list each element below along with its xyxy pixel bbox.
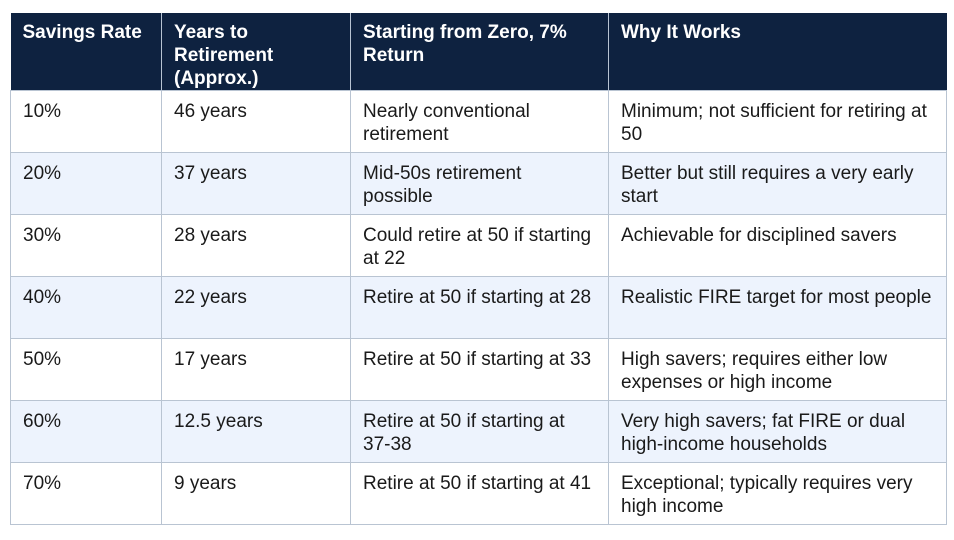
table-row: 30% 28 years Could retire at 50 if start…: [10, 214, 947, 277]
cell-starting-from-zero: Mid-50s retirement possible: [350, 152, 609, 215]
table-row: 60% 12.5 years Retire at 50 if starting …: [10, 400, 947, 463]
cell-savings-rate: 70%: [10, 462, 162, 525]
cell-why-it-works: Achievable for disciplined savers: [608, 214, 947, 277]
cell-years: 46 years: [161, 90, 351, 153]
cell-savings-rate: 10%: [10, 90, 162, 153]
header-years-to-retirement: Years to Retirement (Approx.): [161, 13, 351, 91]
cell-starting-from-zero: Retire at 50 if starting at 41: [350, 462, 609, 525]
cell-years: 22 years: [161, 276, 351, 339]
table-row: 40% 22 years Retire at 50 if starting at…: [10, 276, 947, 339]
cell-years: 12.5 years: [161, 400, 351, 463]
header-why-it-works: Why It Works: [608, 13, 947, 91]
table-body: 10% 46 years Nearly conventional retirem…: [10, 90, 947, 525]
cell-savings-rate: 30%: [10, 214, 162, 277]
cell-starting-from-zero: Retire at 50 if starting at 28: [350, 276, 609, 339]
cell-starting-from-zero: Retire at 50 if starting at 37-38: [350, 400, 609, 463]
cell-savings-rate: 60%: [10, 400, 162, 463]
table-row: 20% 37 years Mid-50s retirement possible…: [10, 152, 947, 215]
cell-years: 37 years: [161, 152, 351, 215]
table-row: 10% 46 years Nearly conventional retirem…: [10, 90, 947, 153]
cell-years: 28 years: [161, 214, 351, 277]
cell-savings-rate: 40%: [10, 276, 162, 339]
header-savings-rate: Savings Rate: [10, 13, 162, 91]
savings-rate-table: Savings Rate Years to Retirement (Approx…: [10, 13, 947, 525]
cell-years: 17 years: [161, 338, 351, 401]
cell-why-it-works: Minimum; not sufficient for retiring at …: [608, 90, 947, 153]
cell-starting-from-zero: Retire at 50 if starting at 33: [350, 338, 609, 401]
savings-rate-table-container: Savings Rate Years to Retirement (Approx…: [10, 13, 947, 525]
cell-why-it-works: Better but still requires a very early s…: [608, 152, 947, 215]
table-row: 50% 17 years Retire at 50 if starting at…: [10, 338, 947, 401]
table-row: 70% 9 years Retire at 50 if starting at …: [10, 462, 947, 525]
cell-why-it-works: Very high savers; fat FIRE or dual high-…: [608, 400, 947, 463]
cell-why-it-works: Realistic FIRE target for most people: [608, 276, 947, 339]
cell-why-it-works: High savers; requires either low expense…: [608, 338, 947, 401]
cell-savings-rate: 20%: [10, 152, 162, 215]
cell-starting-from-zero: Could retire at 50 if starting at 22: [350, 214, 609, 277]
header-starting-from-zero: Starting from Zero, 7% Return: [350, 13, 609, 91]
cell-starting-from-zero: Nearly conventional retirement: [350, 90, 609, 153]
cell-years: 9 years: [161, 462, 351, 525]
table-header: Savings Rate Years to Retirement (Approx…: [10, 13, 947, 91]
cell-savings-rate: 50%: [10, 338, 162, 401]
header-row: Savings Rate Years to Retirement (Approx…: [10, 13, 947, 91]
cell-why-it-works: Exceptional; typically requires very hig…: [608, 462, 947, 525]
